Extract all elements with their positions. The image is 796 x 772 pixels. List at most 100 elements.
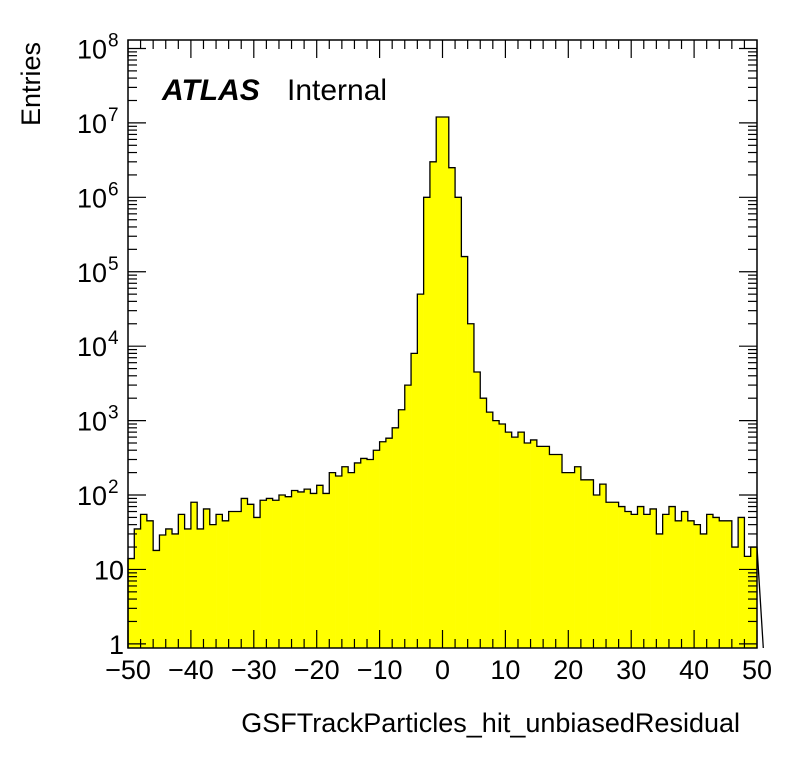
x-tick-labels: −50 −40 −30 −20 −10 0 10 20 30 40 50 xyxy=(105,655,772,685)
histogram-bar xyxy=(197,528,204,648)
histogram-bar xyxy=(568,472,575,648)
histogram-bar xyxy=(203,508,211,648)
histogram-bar xyxy=(310,493,317,648)
histogram-bar xyxy=(706,514,714,648)
histogram-bar xyxy=(304,489,311,648)
histogram-bar xyxy=(373,450,380,648)
histogram-bar xyxy=(505,432,512,648)
histogram-bar xyxy=(662,514,670,648)
internal-label: Internal xyxy=(287,74,387,107)
histogram-bar xyxy=(222,520,229,648)
y-axis-title: Entries xyxy=(16,42,46,126)
x-tick-label: 20 xyxy=(553,655,583,685)
x-tick-label: 10 xyxy=(490,655,520,685)
histogram-bar xyxy=(750,547,758,648)
histogram-bar xyxy=(411,353,418,648)
histogram-bar xyxy=(631,514,638,648)
histogram-bar xyxy=(511,437,519,648)
histogram-bar xyxy=(234,511,242,648)
histogram-bar xyxy=(448,167,456,648)
y-tick-label: 10 xyxy=(77,34,107,64)
x-tick-label: 40 xyxy=(679,655,709,685)
y-tick-label: 10 xyxy=(77,183,107,213)
histogram-bar xyxy=(341,466,349,648)
histogram-bar xyxy=(216,514,223,648)
histogram-bar xyxy=(178,514,185,648)
histogram-bar xyxy=(190,502,198,648)
histogram-bar xyxy=(574,466,582,648)
histogram-bar xyxy=(606,502,613,648)
histogram-bar xyxy=(228,511,236,648)
y-tick-label: 10 xyxy=(77,407,107,437)
histogram-bar xyxy=(637,506,645,648)
histogram-bar xyxy=(209,524,217,648)
y-tick-label: 10 xyxy=(77,109,107,139)
histogram-bar xyxy=(543,446,550,648)
histogram-bar xyxy=(172,533,179,648)
histogram-bar xyxy=(322,493,330,648)
histogram-bar xyxy=(461,256,468,648)
histogram-bar xyxy=(455,197,462,649)
histogram-bar xyxy=(385,438,393,648)
histogram-bar xyxy=(725,520,733,648)
histogram-bar xyxy=(272,500,280,648)
histogram-bar xyxy=(517,432,525,648)
histogram-bar xyxy=(694,524,701,648)
y-tick-label: 1 xyxy=(109,630,124,660)
histogram-bar xyxy=(329,472,336,648)
x-tick-label: 0 xyxy=(435,655,450,685)
x-tick-label: −30 xyxy=(231,655,277,685)
histogram-bar xyxy=(580,479,588,648)
histogram-bar xyxy=(165,528,173,648)
histogram-bar xyxy=(241,498,248,648)
y-tick-exponent: 5 xyxy=(108,254,119,275)
histogram-bar xyxy=(524,443,531,648)
x-tick-label: −50 xyxy=(105,655,151,685)
histogram-bar xyxy=(473,371,481,648)
histogram-bar xyxy=(153,550,160,648)
histogram-bar xyxy=(624,511,632,648)
x-tick-label: 30 xyxy=(616,655,646,685)
histogram-bar xyxy=(247,504,255,648)
atlas-label: ATLAS xyxy=(161,74,260,107)
histogram-outline xyxy=(127,116,764,649)
histogram-bar xyxy=(492,420,500,648)
histogram-bar xyxy=(436,117,443,649)
histogram-bar xyxy=(738,517,745,648)
y-tick-label: 10 xyxy=(77,258,107,288)
histogram-bar xyxy=(530,439,538,648)
histogram-bar xyxy=(486,412,494,648)
histogram-bar xyxy=(587,479,594,648)
x-tick-label: 50 xyxy=(742,655,772,685)
x-axis-title: GSFTrackParticles_hit_unbiasedResidual xyxy=(241,708,740,738)
histogram-bar xyxy=(417,294,424,648)
axis-ticks xyxy=(127,40,758,648)
histogram-bar xyxy=(442,117,450,649)
histogram-bar xyxy=(260,500,267,648)
histogram-bar xyxy=(291,490,299,648)
histogram-bar xyxy=(146,520,154,648)
y-tick-exponent: 3 xyxy=(108,403,119,424)
histogram-bar xyxy=(398,409,406,648)
histogram-bar xyxy=(467,323,475,648)
x-tick-label: −20 xyxy=(294,655,340,685)
histogram-bars xyxy=(127,116,764,649)
histogram-bar xyxy=(335,476,343,648)
histogram-bar xyxy=(668,506,676,648)
histogram-bar xyxy=(134,528,141,648)
histogram-bar xyxy=(744,556,752,648)
histogram-bar xyxy=(618,506,626,648)
histogram-bar xyxy=(429,161,437,648)
histogram-bar xyxy=(354,462,362,648)
y-tick-label: 10 xyxy=(77,332,107,362)
histogram-bar xyxy=(687,520,695,648)
histogram-bar xyxy=(278,495,286,648)
histogram-bar xyxy=(681,511,689,648)
histogram-bar xyxy=(656,533,663,648)
y-tick-exponent: 6 xyxy=(108,179,119,200)
histogram-bar xyxy=(712,517,720,648)
histogram-bar xyxy=(404,385,412,648)
histogram-bar xyxy=(612,502,619,648)
